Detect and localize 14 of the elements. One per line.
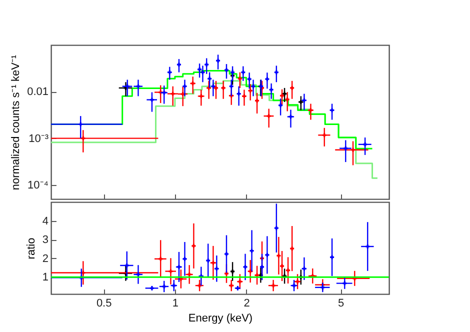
y-tick-label: 4 [42,215,48,228]
y-tick-label: 0.01 [27,86,48,98]
x-axis-title: Energy (keV) [188,312,253,324]
y-axis-title: normalized counts s⁻¹ keV⁻¹ [10,54,22,190]
x-tick-label: 0.5 [96,298,112,310]
y-axis-title: ratio [25,238,38,260]
y-tick-label: 10⁻⁴ [28,179,49,192]
y-tick-label: 1 [42,272,48,284]
x-tick-label: 5 [338,298,344,310]
x-tick-label: 2 [244,298,250,310]
y-tick-label: 3 [42,234,48,246]
x-tick-label: 1 [172,298,178,310]
y-tick-label: 10⁻³ [28,132,49,145]
y-tick-label: 2 [42,252,48,265]
